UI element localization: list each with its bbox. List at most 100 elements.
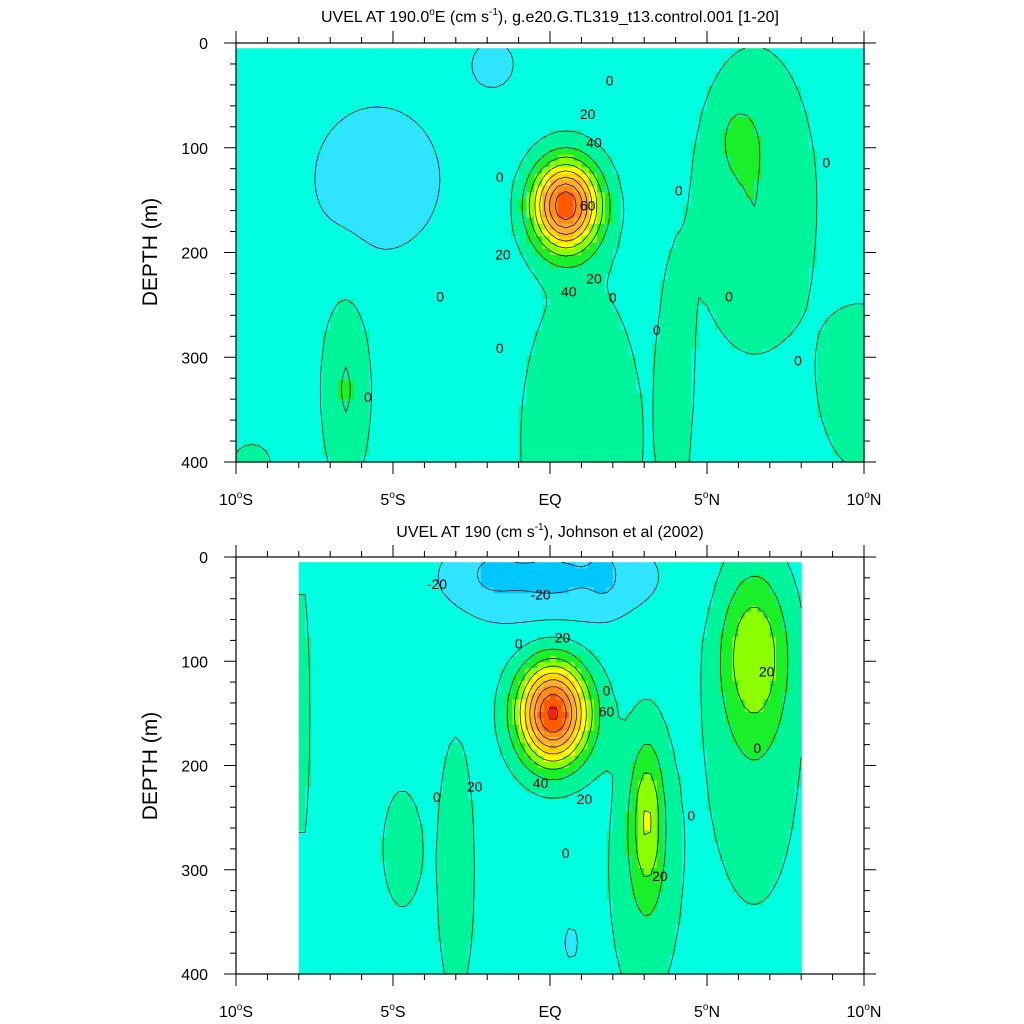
heat-cell (502, 286, 512, 294)
heat-cell (471, 436, 480, 444)
heat-cell (440, 255, 449, 262)
heat-cell (345, 123, 355, 131)
heat-cell (283, 436, 292, 444)
heat-cell (793, 198, 802, 206)
heat-cell (416, 367, 425, 375)
heat-cell (628, 399, 637, 407)
heat-cell (565, 98, 575, 106)
heat-cell (526, 311, 535, 319)
heat-cell (620, 129, 630, 137)
heat-cell (251, 317, 261, 325)
heat-cell (809, 142, 818, 150)
heat-cell (581, 386, 590, 394)
heat-cell (345, 267, 355, 275)
heat-cell (314, 355, 323, 363)
heat-cell (769, 142, 779, 150)
heat-cell (620, 242, 630, 250)
heat-cell (565, 85, 575, 93)
heat-cell (612, 142, 622, 150)
heat-cell (243, 148, 253, 156)
heat-cell (306, 436, 316, 444)
heat-cell (722, 430, 732, 438)
heat-cell (369, 292, 378, 300)
heat-cell (620, 173, 630, 181)
heat-cell (707, 355, 716, 363)
heat-cell (338, 286, 347, 294)
heat-cell (785, 324, 794, 331)
heat-cell (746, 299, 755, 306)
heat-cell (251, 418, 261, 425)
heat-cell (306, 393, 316, 400)
heat-cell (377, 67, 386, 74)
heat-cell (385, 336, 394, 344)
heat-cell (738, 330, 747, 338)
heat-cell (447, 192, 457, 200)
heat-cell (793, 424, 802, 432)
heat-cell (393, 374, 402, 382)
heat-cell (730, 374, 739, 382)
heat-cell (432, 98, 441, 106)
heat-cell (604, 161, 614, 168)
heat-cell (510, 280, 520, 288)
heat-cell (306, 424, 316, 432)
heat-cell (447, 85, 457, 93)
heat-cell (408, 179, 418, 187)
heat-cell (824, 104, 834, 112)
heat-cell (487, 248, 496, 256)
heat-cell (471, 161, 480, 168)
heat-cell (550, 330, 559, 338)
heat-cell (275, 430, 284, 438)
heat-cell (683, 317, 692, 325)
heat-cell (447, 142, 457, 150)
heat-cell (785, 299, 794, 306)
heat-cell (707, 374, 716, 382)
heat-cell (510, 54, 520, 62)
heat-cell (675, 430, 685, 438)
heat-cell (400, 192, 410, 200)
heat-cell (338, 367, 347, 375)
heat-cell (620, 117, 630, 125)
heat-cell (557, 154, 567, 162)
heat-cell (612, 54, 622, 62)
heat-cell (542, 405, 551, 413)
heat-cell (730, 418, 739, 425)
heat-cell (746, 129, 755, 137)
heat-cell (589, 54, 598, 62)
heat-cell (707, 411, 716, 419)
heat-cell (636, 330, 645, 338)
heat-cell (730, 110, 739, 118)
heat-cell (801, 330, 810, 338)
heat-cell (573, 85, 582, 93)
heat-cell (667, 292, 677, 300)
heat-cell (424, 355, 433, 363)
heat-cell (471, 192, 480, 200)
heat-cell (369, 255, 378, 262)
heat-cell (408, 230, 418, 237)
heat-cell (267, 305, 276, 313)
heat-cell (534, 110, 543, 118)
heat-cell (769, 317, 779, 325)
heat-cell (699, 367, 708, 375)
heat-cell (589, 380, 598, 388)
heat-cell (361, 273, 371, 281)
heat-cell (652, 92, 661, 99)
heat-cell (479, 54, 488, 62)
heat-cell (400, 248, 410, 256)
heat-cell (236, 73, 245, 81)
heat-cell (314, 129, 323, 137)
heat-cell (769, 380, 779, 388)
heat-cell (793, 73, 802, 81)
heat-cell (314, 380, 323, 388)
heat-cell (432, 117, 441, 125)
heat-cell (526, 129, 535, 137)
heat-cell (816, 48, 826, 56)
heat-cell (699, 173, 708, 181)
heat-cell (824, 161, 834, 168)
heat-cell (345, 211, 355, 219)
heat-cell (589, 67, 598, 74)
heat-cell (636, 242, 645, 250)
heat-cell (471, 186, 480, 194)
heat-cell (738, 161, 747, 168)
heat-cell (604, 393, 614, 400)
